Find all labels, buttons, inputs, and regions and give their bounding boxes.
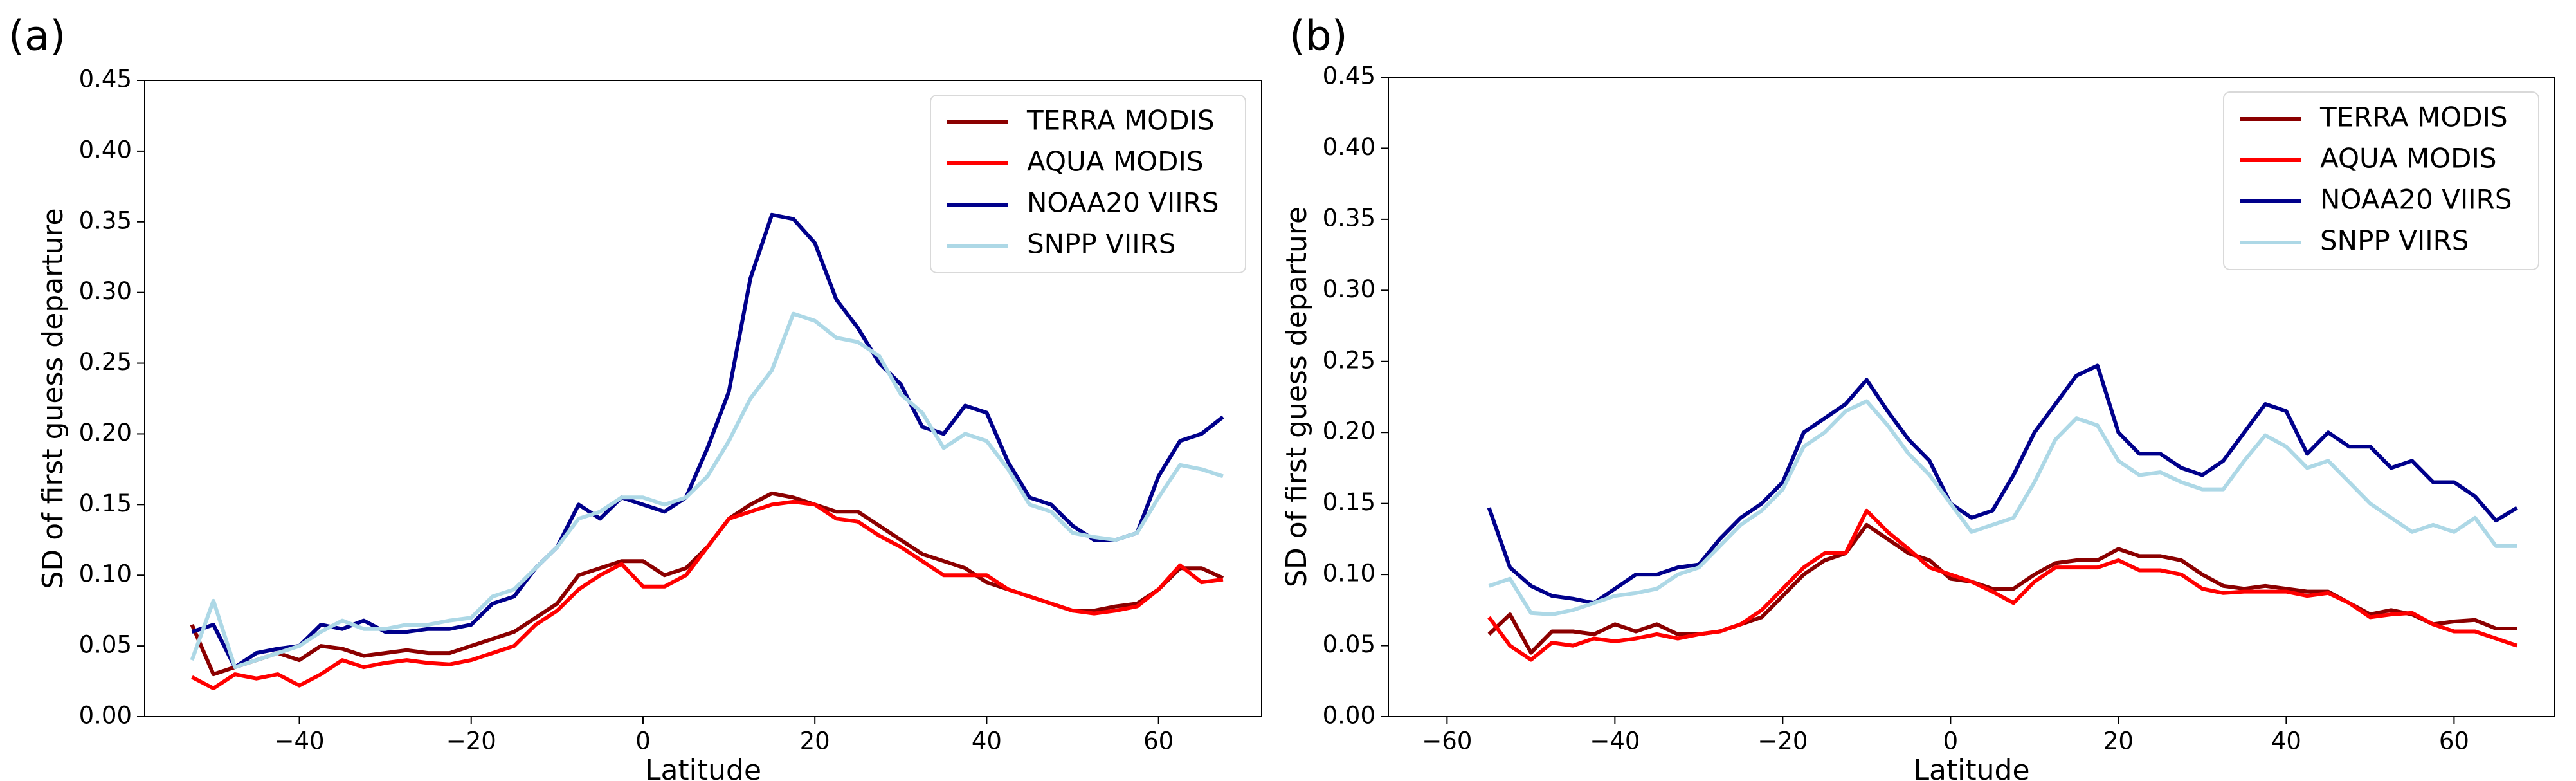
y-tick-label: 0.20 (1323, 418, 1375, 445)
x-tick-label: 40 (972, 728, 1002, 755)
legend-label: TERRA MODIS (1026, 105, 1215, 136)
x-tick-label: 20 (800, 728, 830, 755)
panel-label: (a) (8, 13, 66, 60)
y-tick-label: 0.25 (1323, 346, 1375, 374)
legend-label: AQUA MODIS (1027, 146, 1204, 178)
x-axis-label: Latitude (645, 754, 761, 781)
legend-label: NOAA20 VIIRS (1027, 187, 1219, 219)
y-tick-label: 0.15 (79, 490, 132, 517)
plot-frame (1388, 77, 2555, 717)
y-tick-label: 0.40 (1323, 133, 1375, 161)
x-tick-label: −20 (446, 728, 496, 755)
y-tick-label: 0.10 (79, 560, 132, 588)
series-line (191, 212, 1224, 670)
legend-label: SNPP VIIRS (2320, 225, 2469, 257)
series-line (1487, 522, 2517, 655)
y-tick-label: 0.35 (1323, 204, 1375, 232)
x-tick-label: −20 (1757, 728, 1808, 755)
series-line (190, 311, 1224, 670)
x-tick-label: 60 (2439, 728, 2469, 755)
y-tick-label: 0.30 (79, 277, 132, 305)
legend-label: NOAA20 VIIRS (2320, 184, 2512, 216)
y-tick-label: 0.00 (1323, 702, 1375, 730)
x-tick-label: 60 (1143, 728, 1174, 755)
y-axis-label: SD of first guess departure (1280, 207, 1313, 587)
legend-label: AQUA MODIS (2320, 143, 2497, 174)
y-tick-label: 0.20 (79, 419, 132, 446)
legend-frame (2223, 91, 2539, 270)
x-tick-label: 0 (635, 728, 651, 755)
y-tick-label: 0.40 (79, 136, 132, 163)
x-tick-label: −40 (274, 728, 324, 755)
legend-label: SNPP VIIRS (1027, 228, 1175, 260)
x-tick-label: 0 (1943, 728, 1959, 755)
legend-frame (930, 95, 1246, 273)
panel-label: (b) (1289, 13, 1348, 60)
series-line (1488, 399, 2517, 616)
series-line (1487, 508, 2518, 662)
y-tick-label: 0.15 (1323, 488, 1375, 516)
y-tick-label: 0.30 (1323, 275, 1375, 303)
series-line (1487, 363, 2518, 605)
y-axis-label: SD of first guess departure (37, 208, 69, 589)
x-tick-label: 40 (2271, 728, 2301, 755)
y-tick-label: 0.45 (1323, 62, 1375, 90)
x-tick-label: −60 (1422, 728, 1472, 755)
y-tick-label: 0.35 (79, 207, 132, 234)
x-axis-label: Latitude (1913, 754, 2029, 781)
x-tick-label: −40 (1590, 728, 1640, 755)
plot-frame (144, 80, 1262, 717)
y-tick-label: 0.45 (79, 66, 132, 93)
series-line (191, 499, 1224, 690)
y-tick-label: 0.05 (1323, 630, 1375, 658)
y-tick-label: 0.25 (79, 348, 132, 376)
y-tick-label: 0.00 (79, 702, 132, 730)
y-tick-label: 0.05 (79, 631, 132, 659)
x-tick-label: 20 (2103, 728, 2134, 755)
legend-label: TERRA MODIS (2319, 102, 2508, 133)
y-tick-label: 0.10 (1323, 560, 1375, 587)
